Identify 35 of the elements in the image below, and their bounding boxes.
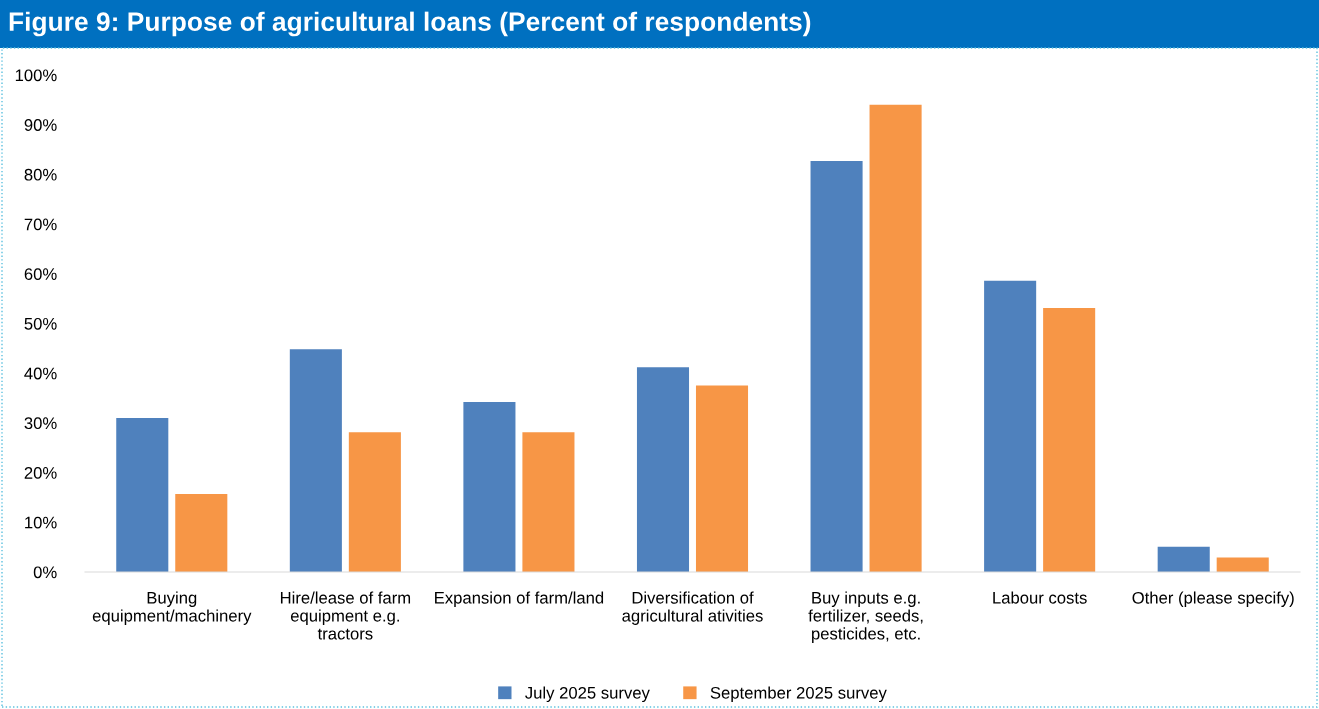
y-tick-label: 0%: [33, 566, 57, 579]
bar: [810, 160, 863, 572]
x-tick-label: Labour costs: [993, 591, 1087, 604]
bar: [289, 349, 342, 572]
y-tick-label: 40%: [24, 367, 57, 380]
bar: [175, 493, 228, 572]
bar: [116, 417, 169, 572]
x-tick-label: Diversification of agricultural ativities: [622, 591, 763, 625]
bar: [1216, 557, 1269, 572]
bar: [695, 385, 749, 572]
bar: [869, 104, 922, 572]
y-tick-label: 80%: [24, 168, 57, 181]
y-tick-label: 20%: [24, 467, 57, 479]
y-tick-label: 50%: [24, 317, 57, 330]
chart-title: Figure 9: Purpose of agricultural loans (Percent of respondents): [9, 11, 811, 37]
x-tick-label: Other (please specify): [1132, 591, 1294, 607]
y-tick-label: 90%: [24, 119, 57, 131]
bar: [1043, 308, 1096, 572]
y-tick-label: 30%: [24, 417, 57, 430]
x-tick-label: Hire/lease of farm equipment e.g. tractors: [280, 591, 411, 640]
bar: [348, 432, 401, 572]
legend-label: July 2025 survey: [525, 686, 650, 703]
y-tick-label: 100%: [15, 69, 57, 82]
y-tick-label: 60%: [24, 268, 57, 280]
x-tick-label: Buy inputs e.g. fertilizer, seeds, pesticides, etc.: [808, 591, 923, 643]
y-tick-label: 10%: [25, 516, 57, 529]
bar: [463, 402, 516, 572]
y-tick-label: 70%: [24, 218, 57, 231]
legend-label: September 2025 survey: [710, 686, 887, 703]
bar: [1157, 546, 1210, 572]
bar: [522, 432, 575, 572]
bar: [984, 280, 1037, 572]
bar: [636, 367, 690, 572]
x-tick-label: Buying equipment/machinery: [92, 591, 252, 625]
x-tick-label: Expansion of farm/land: [435, 591, 604, 607]
